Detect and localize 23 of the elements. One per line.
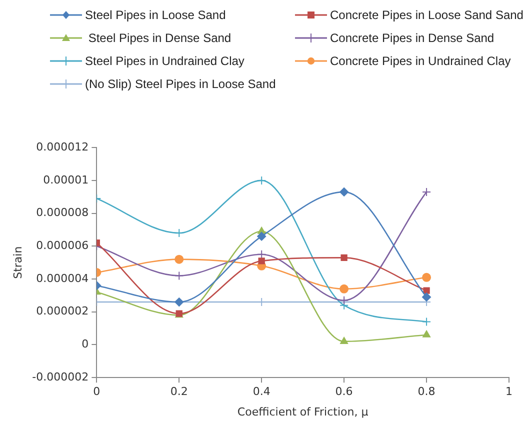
legend-label: (No Slip) Steel Pipes in Loose Sand xyxy=(85,77,276,91)
legend-label: Steel Pipes in Dense Sand xyxy=(87,31,232,45)
legend-label: Steel Pipes in Undrained Clay xyxy=(85,54,244,68)
y-axis-title: Strain xyxy=(11,246,24,279)
legend-label: Concrete Pipes in Undrained Clay xyxy=(330,54,511,68)
x-tick-label: 0 xyxy=(93,385,100,398)
y-tick-label: 0.00001 xyxy=(43,173,89,186)
y-tick-label: 0 xyxy=(82,338,89,351)
y-tick-label: 0.000008 xyxy=(36,206,89,220)
y-tick-label: 0.000002 xyxy=(36,304,89,318)
x-tick-label: 0.2 xyxy=(170,385,188,398)
legend-label: Concrete Pipes in Dense Sand xyxy=(330,31,494,45)
x-tick-label: 0.8 xyxy=(418,385,436,398)
x-tick-label: 1 xyxy=(506,385,512,398)
legend-label: Steel Pipes in Loose Sand xyxy=(85,8,226,22)
x-tick-label: 0.6 xyxy=(335,385,353,398)
y-tick-label: 0.000004 xyxy=(36,272,89,285)
y-tick-label: -0.000002 xyxy=(32,370,89,384)
legend-label: Concrete Pipes in Loose Sand Sand xyxy=(330,8,524,22)
x-tick-label: 0.4 xyxy=(252,385,270,398)
x-axis-title: Coefficient of Friction, μ xyxy=(237,405,368,418)
y-tick-label: 0.000006 xyxy=(36,239,89,252)
y-tick-label: 0.000012 xyxy=(36,140,89,154)
